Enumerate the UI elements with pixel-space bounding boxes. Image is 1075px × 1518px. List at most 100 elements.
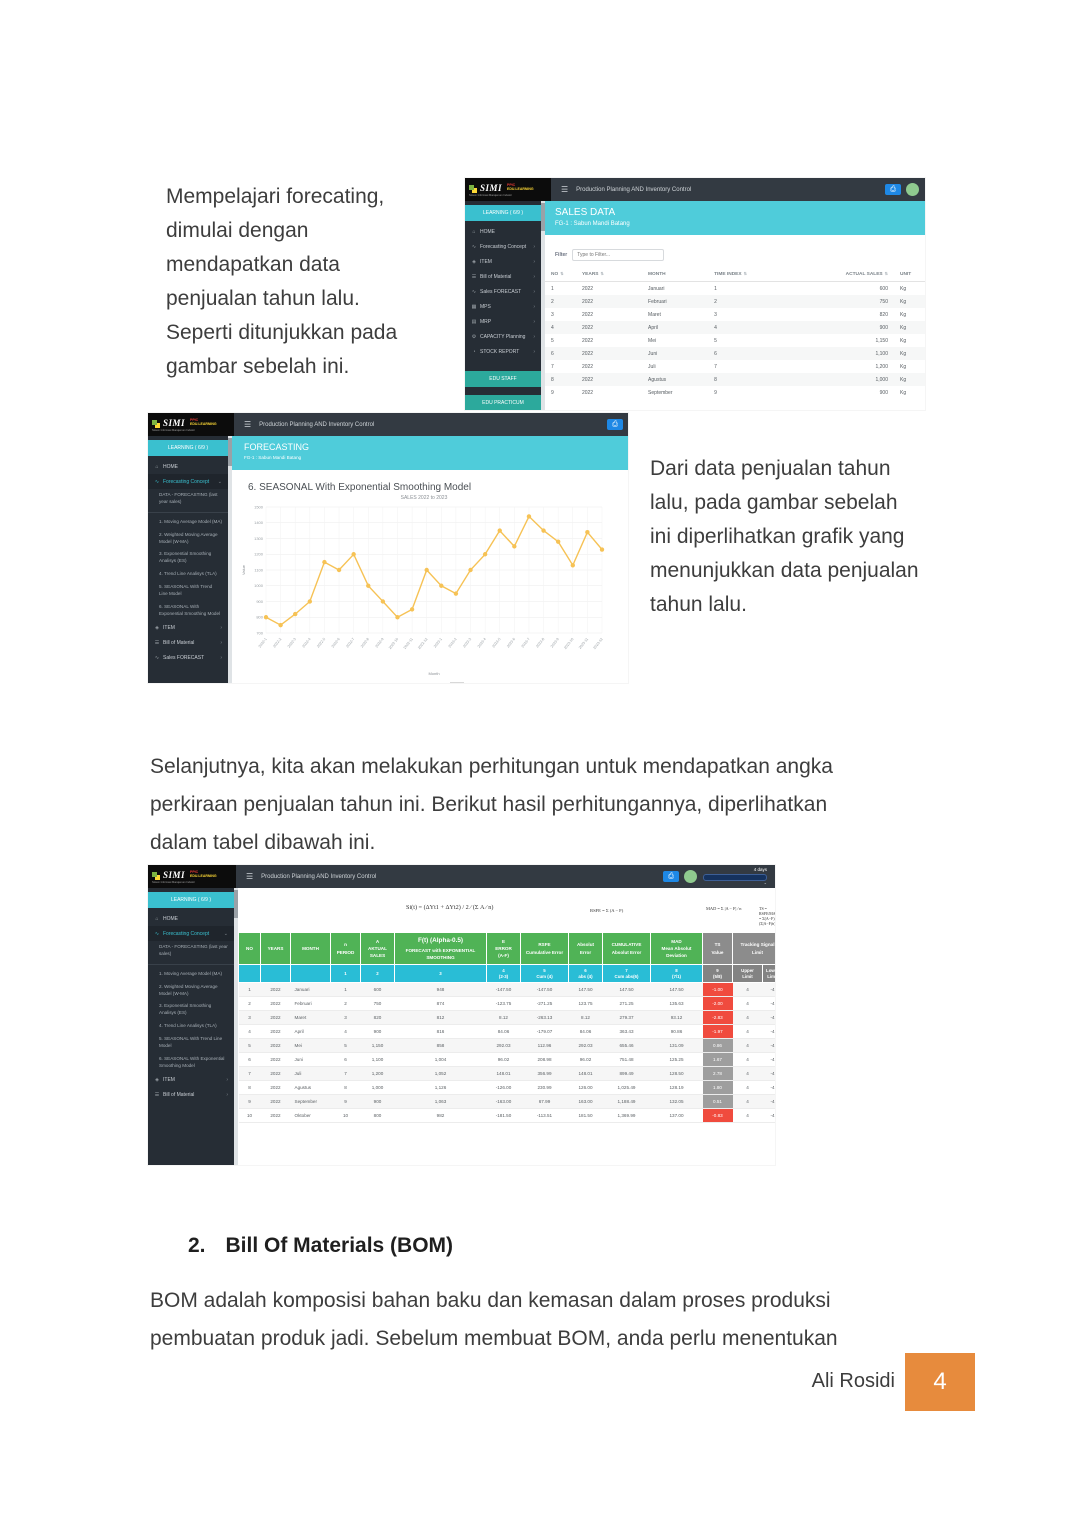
cell: 7 [714, 363, 717, 370]
cell: 8.12 [568, 1010, 603, 1026]
sidebar-item-item[interactable]: ◈ ITEM › [465, 254, 541, 269]
submenu-item[interactable]: 3. Exponential Smoothing Analisys (ES) [159, 1003, 212, 1016]
submenu-item[interactable]: 2. Weighted Moving Average Model (W-MA) [159, 531, 218, 544]
sidebar-item-home[interactable]: ⌂ HOME [148, 911, 234, 926]
chevron-right-icon: › [220, 625, 222, 632]
cell: -163.00 [486, 1094, 521, 1110]
sidebar-item-stock-report[interactable]: ◔ STOCK REPORT › [465, 344, 541, 359]
cell: 1,150 [875, 337, 888, 344]
print-button[interactable]: ⎙ [885, 184, 901, 195]
submenu-item[interactable]: 5. SEASONAL With Trend Line Model [159, 1036, 223, 1049]
sidebar-item-forecasting-concept[interactable]: ∿ Forecasting Concept ⌄ [148, 926, 234, 941]
submenu-item[interactable]: 4. Trend Line Analisys (TLA) [159, 571, 217, 577]
cell: 8 [238, 1080, 261, 1096]
hamburger-icon[interactable]: ☰ [244, 420, 252, 429]
cell: 123.75 [568, 996, 603, 1012]
sidebar-item-mrp[interactable]: ▤ MRP › [465, 314, 541, 329]
scrollbar[interactable] [541, 201, 545, 410]
bom-paragraph: BOM adalah komposisi bahan baku dan kema… [150, 1289, 838, 1350]
cell: 4 [545, 321, 576, 334]
sidebar-item-home[interactable]: ⌂ HOME [465, 224, 541, 239]
sales-series-line [265, 515, 603, 626]
sidebar-menu: ⌂ HOME ∿ Forecasting Concept ⌄ [148, 911, 234, 941]
hamburger-icon[interactable]: ☰ [561, 185, 569, 194]
section-title: 6. SEASONAL With Exponential Smoothing M… [248, 482, 472, 493]
column-header-time-index[interactable]: TIME INDEX ⇅ [708, 267, 775, 282]
sidebar-item-home[interactable]: ⌂ HOME [148, 459, 228, 474]
sidebar-item-forecasting-concept[interactable]: ∿ Forecasting Concept › [465, 239, 541, 254]
sidebar-item-item[interactable]: ◈ ITEM › [148, 621, 228, 636]
submenu-item[interactable]: DATA - FORECASTING (last year sales) [159, 492, 218, 504]
chart-icon: ∿ [154, 655, 160, 662]
cell: 9 [714, 389, 717, 396]
sidebar-item-sales-forecast[interactable]: ∿ Sales FORECAST › [465, 284, 541, 299]
sidebar-item-bill-of-material[interactable]: ☰ Bill of Material › [465, 269, 541, 284]
column-header: Tracking Signal Limit [731, 932, 775, 966]
submenu-item[interactable]: 1. Moving Average Model (MA) [159, 970, 222, 976]
sidebar-item-sales-forecast[interactable]: ∿ Sales FORECAST › [148, 651, 228, 666]
sidebar-item-bill-of-material[interactable]: ☰ Bill of Material › [148, 1088, 234, 1103]
data-point [322, 559, 327, 565]
sort-icon[interactable]: ⇅ [884, 271, 888, 276]
screenshot-forecasting-chart: SIMI PPIC EDU.LEARNING Sistem Informasi … [148, 413, 628, 683]
cell: 8 [330, 1080, 361, 1096]
sidebar-item-forecasting-concept[interactable]: ∿ Forecasting Concept ⌄ [148, 474, 228, 489]
box-icon: ▤ [471, 318, 477, 325]
cell: Kg [899, 363, 907, 370]
svg-text:2022-11: 2022-11 [403, 637, 414, 650]
bom-heading: 2. Bill Of Materials (BOM) [188, 1234, 453, 1258]
edu-staff-button[interactable]: EDU STAFF [465, 371, 541, 387]
submenu-item[interactable]: 6. SEASONAL With Exponential Smoothing M… [159, 1055, 225, 1068]
cell: 4 [732, 982, 763, 998]
edu-practicum-button[interactable]: EDU PRACTICUM [465, 395, 541, 410]
submenu-item[interactable]: DATA - FORECASTING (last year sales) [159, 944, 228, 956]
column-header-actual-sales[interactable]: ACTUAL SALES ⇅ [774, 267, 894, 282]
cell: 8.12 [486, 1010, 521, 1026]
svg-text:2023-3: 2023-3 [462, 637, 472, 648]
cell: 2022 [260, 1010, 291, 1026]
sidebar-item-label: STOCK REPORT [480, 348, 520, 355]
avatar[interactable] [684, 870, 697, 883]
submenu-item[interactable]: 4. Trend Line Analisys (TLA) [159, 1023, 217, 1029]
data-point [497, 528, 502, 533]
sidebar-item-item[interactable]: ◈ ITEM › [148, 1073, 234, 1088]
cell: 67.99 [520, 1094, 569, 1110]
cell: Kg [893, 295, 925, 308]
cell: 982 [394, 1108, 487, 1124]
print-button[interactable]: ⎙ [663, 871, 679, 882]
middle-paragraph: Selanjutnya, kita akan melakukan perhitu… [150, 755, 833, 854]
sidebar-item-bill-of-material[interactable]: ☰ Bill of Material › [148, 636, 228, 651]
column-header-years[interactable]: YEARS ⇅ [575, 267, 643, 282]
cell: September [290, 1094, 331, 1110]
submenu-item[interactable]: 5. SEASONAL With Trend Line Model [159, 584, 213, 597]
submenu-item[interactable]: 3. Exponential Smoothing Analisys (ES) [159, 551, 212, 564]
submenu-item[interactable]: 6. SEASONAL With Exponential Smoothing M… [159, 603, 221, 616]
sales-line-chart: SALES 2022 to 2023 700 800 900 1000 1100 1200… [238, 495, 628, 683]
cell: 6 [238, 1052, 261, 1068]
svg-text:2022-6: 2022-6 [331, 637, 341, 648]
sort-icon[interactable]: ⇅ [600, 271, 604, 276]
sort-icon[interactable]: ⇅ [743, 271, 747, 276]
submenu-item[interactable]: 2. Weighted Moving Average Model (W-MA) [159, 983, 218, 996]
column-header-no[interactable]: NO ⇅ [545, 267, 576, 282]
hamburger-icon[interactable]: ☰ [246, 872, 254, 881]
column-header-month[interactable]: MONTH [642, 267, 709, 282]
sort-icon[interactable]: ⇅ [560, 271, 564, 276]
scrollbar[interactable] [228, 436, 232, 683]
print-button[interactable]: ⎙ [607, 419, 623, 430]
column-header-unit[interactable]: UNIT [893, 267, 925, 282]
calc-header-row: NO YEARS MONTH n PERIOD A AKTUAL SALES F(t) (Alp… [238, 932, 775, 966]
sidebar-item-capacity-planning[interactable]: ⚙ CAPACITY Planning › [465, 329, 541, 344]
avatar[interactable] [906, 183, 919, 196]
column-subheader: LowerLimit [761, 964, 775, 984]
sidebar-item-mps[interactable]: ▦ MPS › [465, 299, 541, 314]
data-point [599, 547, 605, 552]
submenu-item[interactable]: 1. Moving Average Model (MA) [159, 518, 222, 524]
scrollbar[interactable] [234, 888, 238, 1165]
cell: 1,000 [774, 373, 894, 386]
days-slider[interactable] [703, 873, 767, 881]
cell: Mei [290, 1038, 331, 1054]
filter-input[interactable] [572, 249, 665, 261]
column-header: RSFE Cumulative Error [520, 932, 569, 966]
cell: 3 [551, 311, 554, 318]
